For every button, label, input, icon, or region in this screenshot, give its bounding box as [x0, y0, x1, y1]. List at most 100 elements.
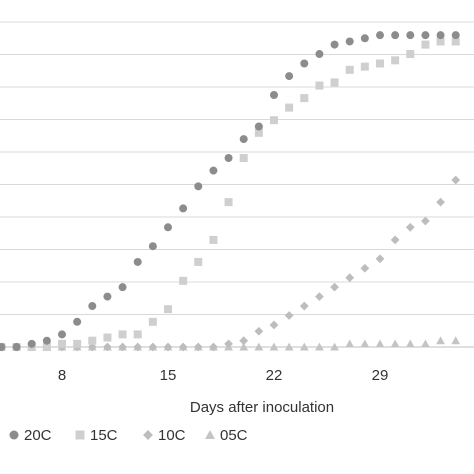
data-point-10C	[360, 263, 370, 273]
data-point-05C	[451, 336, 461, 345]
data-point-20C	[0, 343, 6, 351]
data-point-10C	[451, 175, 461, 185]
legend-marker-05C	[205, 430, 215, 439]
data-point-20C	[12, 343, 21, 351]
data-point-10C	[299, 301, 309, 311]
data-point-20C	[88, 302, 97, 311]
data-point-10C	[178, 342, 188, 352]
data-point-10C	[405, 222, 415, 232]
data-point-15C	[164, 305, 172, 314]
data-point-15C	[58, 339, 66, 348]
data-point-20C	[330, 40, 339, 49]
data-point-15C	[345, 65, 354, 74]
data-point-05C	[330, 342, 339, 351]
data-point-10C	[148, 342, 158, 352]
data-point-05C	[315, 342, 324, 351]
data-point-10C	[118, 342, 127, 352]
data-point-05C	[360, 339, 370, 348]
data-point-15C	[360, 62, 369, 71]
data-point-20C	[42, 336, 51, 345]
data-point-20C	[133, 257, 142, 266]
data-point-10C	[163, 342, 173, 352]
data-point-15C	[436, 37, 445, 46]
data-point-10C	[209, 342, 218, 352]
data-point-20C	[376, 31, 384, 40]
data-point-15C	[406, 50, 415, 59]
data-point-05C	[390, 339, 400, 348]
legend-label: 15C	[90, 427, 118, 444]
data-point-10C	[330, 282, 339, 292]
data-point-15C	[209, 235, 218, 244]
data-point-10C	[315, 292, 324, 301]
data-point-20C	[436, 31, 445, 40]
series-15C	[0, 37, 460, 351]
data-point-10C	[375, 254, 385, 264]
data-point-10C	[254, 326, 264, 336]
data-point-20C	[345, 37, 354, 46]
data-point-20C	[360, 34, 369, 43]
data-point-15C	[254, 128, 263, 137]
data-point-15C	[315, 81, 324, 90]
gridlines	[0, 21, 474, 348]
data-point-20C	[103, 292, 112, 301]
data-point-05C	[239, 342, 249, 351]
data-point-05C	[345, 339, 355, 348]
data-point-10C	[87, 342, 97, 352]
data-point-20C	[451, 31, 460, 40]
data-point-10C	[284, 311, 294, 320]
data-point-15C	[300, 94, 309, 103]
data-point-15C	[103, 333, 112, 342]
data-point-15C	[376, 59, 384, 68]
data-point-20C	[224, 154, 233, 162]
data-point-10C	[103, 342, 112, 352]
series-20C	[0, 31, 460, 351]
data-point-20C	[209, 166, 218, 175]
data-point-05C	[375, 339, 385, 348]
data-point-15C	[451, 37, 460, 46]
legend-label: 20C	[24, 427, 52, 444]
data-point-10C	[193, 342, 203, 352]
data-point-20C	[164, 223, 172, 232]
data-point-15C	[194, 257, 203, 266]
data-point-10C	[421, 216, 430, 226]
data-point-05C	[299, 342, 309, 351]
data-point-15C	[73, 339, 82, 348]
data-point-20C	[421, 31, 430, 40]
data-point-15C	[133, 330, 142, 339]
data-point-10C	[345, 273, 355, 283]
data-point-15C	[285, 103, 294, 112]
data-point-10C	[133, 342, 143, 352]
data-point-10C	[390, 235, 400, 245]
data-point-20C	[239, 135, 248, 144]
x-axis-title: Days after inoculation	[190, 399, 334, 416]
data-point-20C	[148, 242, 157, 251]
data-point-20C	[315, 50, 324, 59]
legend-label: 05C	[220, 427, 248, 444]
data-point-05C	[436, 336, 445, 345]
legend-marker-10C	[143, 430, 153, 440]
x-tick-label: 29	[372, 367, 389, 384]
data-point-15C	[88, 336, 97, 345]
legend-label: 10C	[158, 427, 186, 444]
data-point-20C	[118, 283, 127, 292]
data-point-20C	[27, 339, 36, 348]
data-point-05C	[421, 339, 430, 348]
legend: 20C 15C 10C 05C	[9, 427, 248, 444]
data-point-15C	[42, 343, 51, 351]
data-point-20C	[254, 122, 263, 131]
legend-marker-20C	[9, 430, 19, 440]
plot-area	[0, 31, 461, 352]
data-point-20C	[270, 91, 278, 99]
data-point-20C	[391, 31, 400, 40]
data-point-15C	[179, 276, 188, 285]
data-point-10C	[436, 197, 445, 207]
data-point-15C	[239, 154, 248, 162]
data-point-15C	[224, 198, 233, 207]
data-point-20C	[179, 204, 188, 213]
data-point-05C	[405, 339, 415, 348]
x-tick-label: 22	[266, 367, 283, 384]
data-point-10C	[269, 320, 279, 330]
data-point-15C	[421, 40, 430, 49]
data-point-15C	[391, 56, 400, 65]
data-point-10C	[224, 339, 233, 349]
